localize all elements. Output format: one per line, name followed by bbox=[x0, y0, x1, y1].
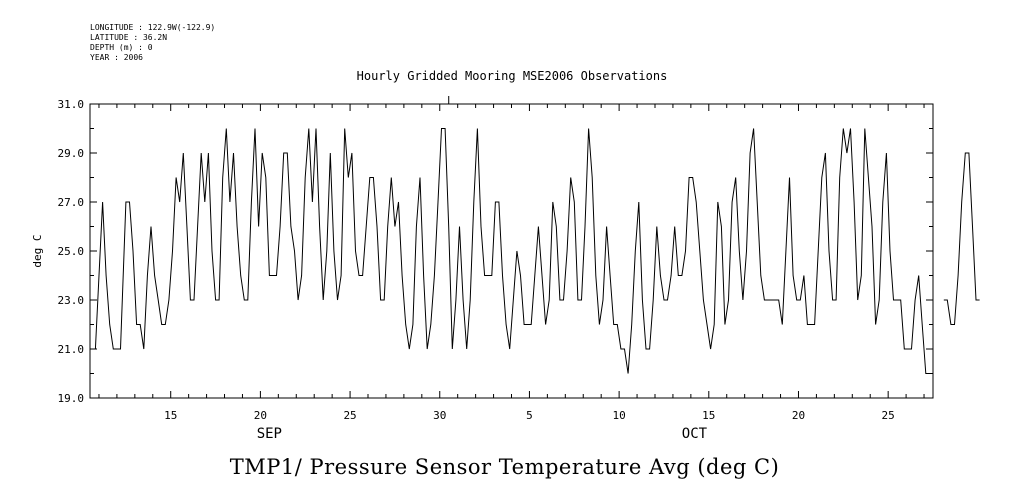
year-label: YEAR : 2006 bbox=[90, 53, 143, 62]
series-group bbox=[90, 128, 980, 374]
y-axis-label: deg C bbox=[31, 234, 44, 267]
series-line bbox=[90, 128, 930, 374]
x-axis: 15 20 25 30 5 10 15 20 25 SEP OCT bbox=[98, 96, 925, 442]
chart-title: Hourly Gridded Mooring MSE2006 Observati… bbox=[357, 69, 668, 83]
x-month-label: OCT bbox=[682, 426, 708, 442]
variable-caption: TMP1/ Pressure Sensor Temperature Avg (d… bbox=[229, 455, 780, 479]
y-tick-label: 25.0 bbox=[58, 245, 85, 258]
depth-label: DEPTH (m) : 0 bbox=[90, 43, 153, 52]
y-tick-label: 19.0 bbox=[58, 392, 85, 405]
x-tick-label: 15 bbox=[164, 409, 177, 422]
x-tick-label: 25 bbox=[343, 409, 356, 422]
y-tick-label: 29.0 bbox=[58, 147, 85, 160]
y-tick-label: 23.0 bbox=[58, 294, 85, 307]
x-tick-label: 20 bbox=[254, 409, 267, 422]
x-tick-label: 30 bbox=[433, 409, 446, 422]
x-tick-label: 5 bbox=[526, 409, 533, 422]
y-tick-label: 21.0 bbox=[58, 343, 85, 356]
station-info: LONGITUDE : 122.9W(-122.9) LATITUDE : 36… bbox=[90, 23, 215, 63]
x-tick-label: 10 bbox=[612, 409, 625, 422]
x-tick-label: 25 bbox=[882, 409, 895, 422]
plot-frame bbox=[89, 103, 934, 399]
y-axis: 19.0 21.0 23.0 25.0 27.0 29.0 31.0 bbox=[58, 98, 933, 405]
y-tick-label: 27.0 bbox=[58, 196, 85, 209]
y-tick-label: 31.0 bbox=[58, 98, 85, 111]
x-tick-label: 15 bbox=[702, 409, 715, 422]
latitude-label: LATITUDE : 36.2N bbox=[90, 33, 168, 42]
x-month-label: SEP bbox=[257, 426, 282, 442]
longitude-label: LONGITUDE : 122.9W(-122.9) bbox=[90, 23, 216, 32]
series-line bbox=[943, 152, 980, 325]
x-tick-label: 20 bbox=[792, 409, 805, 422]
